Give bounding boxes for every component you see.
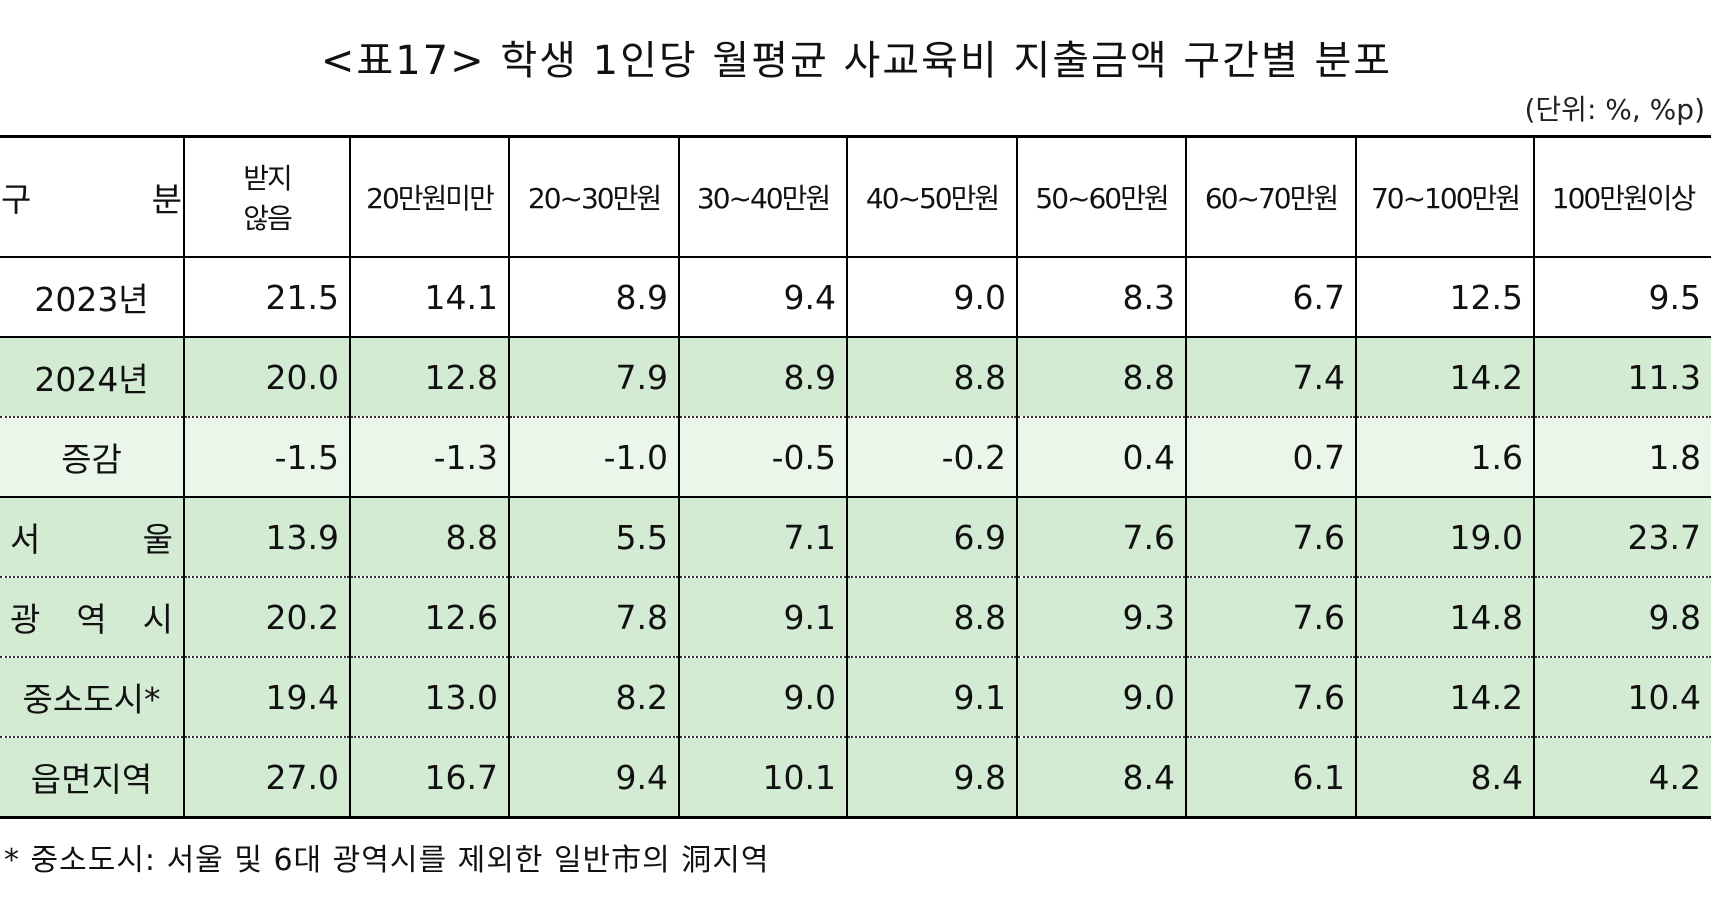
value-cell: 1.6 bbox=[1355, 417, 1534, 498]
value-cell: 9.0 bbox=[846, 257, 1017, 338]
value-cell: 6.1 bbox=[1185, 737, 1356, 819]
value-cell: 9.0 bbox=[1016, 657, 1186, 738]
value-cell: 7.6 bbox=[1185, 577, 1356, 658]
row-label: 서 울 bbox=[0, 497, 184, 578]
value-cell: 8.8 bbox=[846, 577, 1017, 658]
row-label: 읍면지역 bbox=[0, 737, 184, 819]
value-cell: -0.5 bbox=[678, 417, 847, 498]
table-body: 구 분 받지 않음 20만원미만 20~30만원 30~40만원 40~50만원 50~60… bbox=[0, 136, 1711, 819]
value-cell: 7.9 bbox=[508, 337, 679, 418]
value-cell: 9.3 bbox=[1016, 577, 1186, 658]
value-cell: 23.7 bbox=[1533, 497, 1711, 578]
value-cell: 8.9 bbox=[508, 257, 679, 338]
value-cell: 11.3 bbox=[1533, 337, 1711, 418]
value-cell: 9.1 bbox=[846, 657, 1017, 738]
header-row: 구 분 받지 않음 20만원미만 20~30만원 30~40만원 40~50만원 50~60… bbox=[0, 136, 1711, 258]
value-cell: 12.5 bbox=[1355, 257, 1534, 338]
value-cell: 12.6 bbox=[349, 577, 509, 658]
value-cell: 7.8 bbox=[508, 577, 679, 658]
table-row: 광 역 시 20.2 12.6 7.8 9.1 8.8 9.3 7.6 14.8 9.8 bbox=[0, 577, 1711, 658]
table-row: 읍면지역 27.0 16.7 9.4 10.1 9.8 8.4 6.1 8.4 4.2 bbox=[0, 737, 1711, 819]
unit-note: (단위: %, %p) bbox=[1524, 93, 1706, 126]
value-cell: 13.9 bbox=[183, 497, 350, 578]
value-cell: 10.1 bbox=[678, 737, 847, 819]
value-cell: 7.6 bbox=[1016, 497, 1186, 578]
value-cell: 8.8 bbox=[349, 497, 509, 578]
value-cell: -1.5 bbox=[183, 417, 350, 498]
table-row: 2024년 20.0 12.8 7.9 8.9 8.8 8.8 7.4 14.2 11.3 bbox=[0, 337, 1711, 418]
value-cell: -1.3 bbox=[349, 417, 509, 498]
value-cell: 7.4 bbox=[1185, 337, 1356, 418]
header-cell: 60~70만원 bbox=[1185, 136, 1356, 258]
value-cell: 7.6 bbox=[1185, 657, 1356, 738]
table-row: 서 울 13.9 8.8 5.5 7.1 6.9 7.6 7.6 19.0 23.7 bbox=[0, 497, 1711, 578]
value-cell: 10.4 bbox=[1533, 657, 1711, 738]
footnote: * 중소도시: 서울 및 6대 광역시를 제외한 일반市의 洞지역 bbox=[4, 843, 770, 878]
row-label: 2024년 bbox=[0, 337, 184, 418]
header-cell: 받지 않음 bbox=[183, 136, 350, 258]
table-row: 증감 -1.5 -1.3 -1.0 -0.5 -0.2 0.4 0.7 1.6 1.8 bbox=[0, 417, 1711, 498]
value-cell: 16.7 bbox=[349, 737, 509, 819]
value-cell: -1.0 bbox=[508, 417, 679, 498]
value-cell: 8.4 bbox=[1016, 737, 1186, 819]
value-cell: 14.8 bbox=[1355, 577, 1534, 658]
header-label: 구 분 bbox=[1, 180, 182, 219]
value-cell: 14.1 bbox=[349, 257, 509, 338]
header-cell: 20만원미만 bbox=[349, 136, 509, 258]
value-cell: 20.0 bbox=[183, 337, 350, 418]
row-label-text: 서 울 bbox=[10, 520, 173, 559]
table-row: 중소도시* 19.4 13.0 8.2 9.0 9.1 9.0 7.6 14.2 10.4 bbox=[0, 657, 1711, 738]
header-cell: 20~30만원 bbox=[508, 136, 679, 258]
value-cell: 9.4 bbox=[678, 257, 847, 338]
value-cell: 19.4 bbox=[183, 657, 350, 738]
value-cell: 9.4 bbox=[508, 737, 679, 819]
row-label-text: 광 역 시 bbox=[10, 600, 173, 639]
value-cell: 8.4 bbox=[1355, 737, 1534, 819]
value-cell: 6.9 bbox=[846, 497, 1017, 578]
header-cell: 구 분 bbox=[0, 136, 184, 258]
value-cell: 8.8 bbox=[1016, 337, 1186, 418]
value-cell: 9.5 bbox=[1533, 257, 1711, 338]
value-cell: 9.8 bbox=[846, 737, 1017, 819]
value-cell: 4.2 bbox=[1533, 737, 1711, 819]
value-cell: 1.8 bbox=[1533, 417, 1711, 498]
row-label: 증감 bbox=[0, 417, 184, 498]
value-cell: 21.5 bbox=[183, 257, 350, 338]
value-cell: 9.8 bbox=[1533, 577, 1711, 658]
table-title: <표17> 학생 1인당 월평균 사교육비 지출금액 구간별 분포 bbox=[320, 38, 1393, 84]
value-cell: 27.0 bbox=[183, 737, 350, 819]
value-cell: 14.2 bbox=[1355, 657, 1534, 738]
header-cell: 30~40만원 bbox=[678, 136, 847, 258]
header-cell: 70~100만원 bbox=[1355, 136, 1534, 258]
value-cell: 0.4 bbox=[1016, 417, 1186, 498]
value-cell: 14.2 bbox=[1355, 337, 1534, 418]
value-cell: 19.0 bbox=[1355, 497, 1534, 578]
value-cell: 12.8 bbox=[349, 337, 509, 418]
row-label: 중소도시* bbox=[0, 657, 184, 738]
row-label: 2023년 bbox=[0, 257, 184, 338]
value-cell: 8.9 bbox=[678, 337, 847, 418]
value-cell: 7.1 bbox=[678, 497, 847, 578]
value-cell: 6.7 bbox=[1185, 257, 1356, 338]
value-cell: 5.5 bbox=[508, 497, 679, 578]
row-label: 광 역 시 bbox=[0, 577, 184, 658]
header-cell: 40~50만원 bbox=[846, 136, 1017, 258]
data-table: 구 분 받지 않음 20만원미만 20~30만원 30~40만원 40~50만원 50~60… bbox=[0, 135, 1711, 819]
value-cell: 13.0 bbox=[349, 657, 509, 738]
value-cell: 9.0 bbox=[678, 657, 847, 738]
value-cell: 0.7 bbox=[1185, 417, 1356, 498]
value-cell: 8.2 bbox=[508, 657, 679, 738]
value-cell: 20.2 bbox=[183, 577, 350, 658]
value-cell: 9.1 bbox=[678, 577, 847, 658]
value-cell: -0.2 bbox=[846, 417, 1017, 498]
header-cell: 50~60만원 bbox=[1016, 136, 1186, 258]
value-cell: 8.3 bbox=[1016, 257, 1186, 338]
header-cell: 100만원이상 bbox=[1533, 136, 1711, 258]
table-row: 2023년 21.5 14.1 8.9 9.4 9.0 8.3 6.7 12.5 9.5 bbox=[0, 257, 1711, 338]
value-cell: 7.6 bbox=[1185, 497, 1356, 578]
value-cell: 8.8 bbox=[846, 337, 1017, 418]
